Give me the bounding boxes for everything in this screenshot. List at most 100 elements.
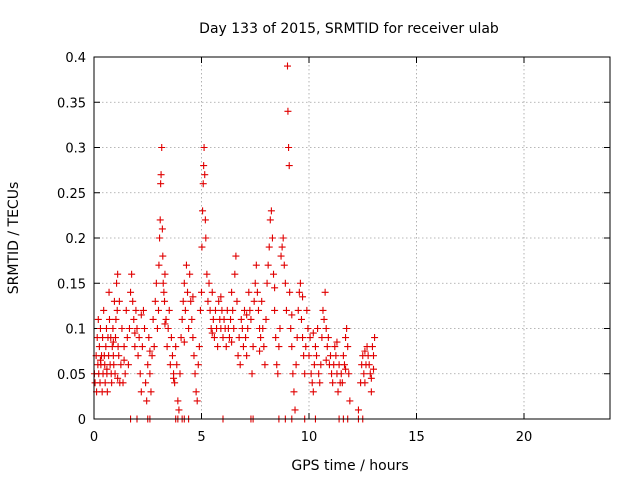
data-point bbox=[208, 329, 216, 337]
data-point bbox=[285, 162, 293, 170]
data-point bbox=[338, 379, 346, 387]
data-point bbox=[342, 365, 350, 373]
data-point bbox=[215, 297, 223, 305]
data-point bbox=[133, 325, 141, 332]
data-point bbox=[185, 325, 193, 332]
data-point bbox=[146, 347, 154, 355]
data-point bbox=[155, 306, 162, 314]
data-point bbox=[152, 279, 160, 287]
data-point bbox=[96, 356, 104, 364]
data-point bbox=[354, 406, 362, 414]
data-point bbox=[284, 62, 291, 70]
data-point bbox=[289, 370, 297, 378]
data-point bbox=[164, 325, 172, 332]
data-point bbox=[117, 361, 125, 369]
data-point bbox=[170, 374, 178, 382]
data-point bbox=[222, 343, 230, 351]
data-point bbox=[370, 352, 377, 360]
data-point bbox=[342, 334, 350, 342]
data-point bbox=[137, 388, 145, 396]
data-point bbox=[156, 234, 164, 242]
data-point bbox=[174, 397, 182, 405]
plot-frame bbox=[93, 56, 611, 420]
data-point bbox=[165, 306, 173, 314]
data-point bbox=[299, 293, 307, 301]
data-point bbox=[111, 370, 119, 378]
data-point bbox=[257, 334, 265, 342]
data-point bbox=[371, 334, 379, 342]
data-point bbox=[102, 343, 110, 351]
data-point bbox=[103, 365, 111, 373]
data-point bbox=[131, 343, 139, 351]
y-tick-label: 0.05 bbox=[57, 368, 86, 383]
data-point bbox=[251, 279, 259, 287]
data-point bbox=[95, 343, 103, 351]
data-point bbox=[153, 325, 161, 332]
data-point bbox=[334, 388, 342, 396]
data-point bbox=[141, 325, 149, 332]
y-tick-label: 0.25 bbox=[57, 187, 86, 202]
data-point bbox=[232, 252, 240, 260]
data-point bbox=[128, 270, 136, 278]
data-point bbox=[329, 379, 337, 387]
data-point bbox=[122, 306, 130, 314]
axis-ticks: 0 5 10 15 20 0 0.05 0.1 0.15 0.2 0.25 0.3 0.35 0.4 bbox=[57, 51, 610, 445]
data-point bbox=[271, 284, 279, 292]
data-point bbox=[303, 306, 311, 314]
data-point bbox=[297, 315, 305, 323]
data-point bbox=[322, 356, 330, 364]
data-point bbox=[177, 334, 185, 342]
data-point bbox=[254, 306, 262, 314]
data-point bbox=[270, 270, 278, 278]
data-point bbox=[252, 261, 260, 269]
data-point bbox=[245, 288, 253, 296]
data-point bbox=[180, 338, 188, 346]
data-point bbox=[239, 343, 247, 351]
data-point bbox=[243, 352, 251, 360]
data-points bbox=[90, 62, 379, 423]
data-point bbox=[121, 370, 129, 378]
data-point bbox=[96, 325, 104, 332]
data-point bbox=[278, 243, 286, 251]
data-point bbox=[173, 361, 181, 369]
data-point bbox=[277, 252, 285, 260]
data-point bbox=[159, 252, 167, 260]
data-point bbox=[134, 352, 142, 360]
data-point bbox=[144, 361, 152, 369]
data-point bbox=[247, 315, 255, 323]
data-point bbox=[194, 361, 202, 369]
data-point bbox=[158, 144, 166, 151]
data-point bbox=[191, 370, 199, 378]
data-point bbox=[263, 279, 271, 287]
data-point bbox=[295, 288, 303, 296]
data-point bbox=[102, 325, 110, 332]
data-point bbox=[284, 107, 292, 115]
data-point bbox=[105, 288, 113, 296]
data-point bbox=[110, 361, 118, 369]
data-point bbox=[115, 297, 123, 305]
data-point bbox=[314, 325, 322, 332]
data-point bbox=[198, 288, 205, 296]
x-axis-label: GPS time / hours bbox=[291, 458, 408, 474]
data-point bbox=[161, 297, 169, 305]
data-point bbox=[267, 207, 275, 215]
data-point bbox=[313, 352, 321, 360]
data-point bbox=[286, 288, 294, 296]
data-point bbox=[264, 261, 272, 269]
data-point bbox=[125, 325, 133, 332]
data-point bbox=[311, 343, 319, 351]
data-point bbox=[124, 361, 132, 369]
data-point bbox=[272, 334, 280, 342]
data-point bbox=[309, 329, 317, 337]
data-point bbox=[248, 370, 256, 378]
data-point bbox=[189, 334, 197, 342]
data-point bbox=[365, 361, 373, 369]
data-point bbox=[108, 379, 116, 387]
data-point bbox=[208, 288, 216, 296]
data-point bbox=[249, 343, 257, 351]
data-point bbox=[290, 388, 298, 396]
data-point bbox=[167, 334, 175, 342]
data-point bbox=[168, 352, 176, 360]
data-point bbox=[318, 334, 326, 342]
data-point bbox=[275, 343, 283, 351]
